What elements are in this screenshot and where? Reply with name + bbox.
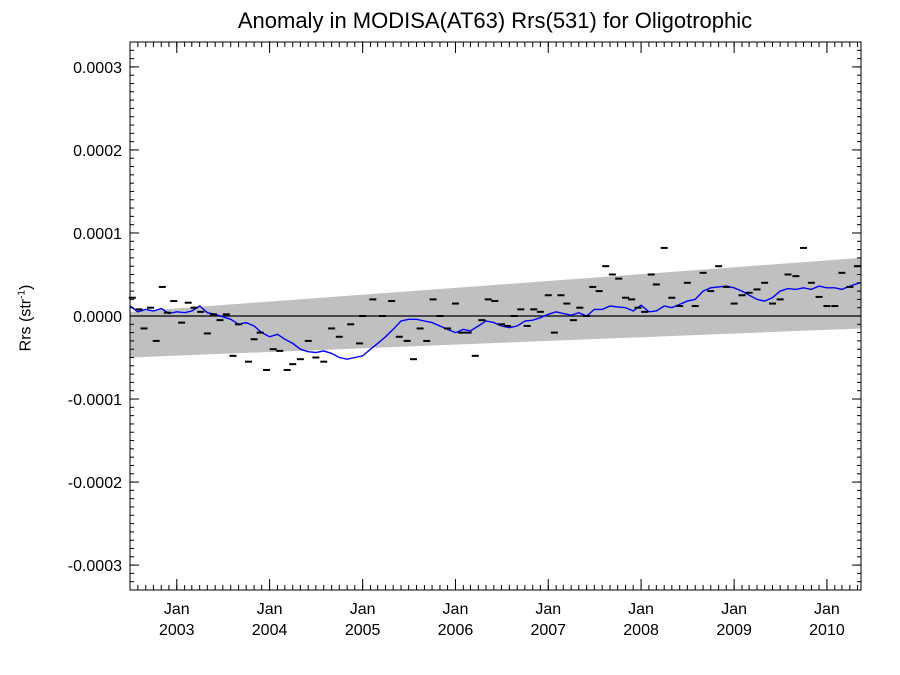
series-line-layer bbox=[129, 282, 860, 360]
x-tick-label-month: Jan bbox=[814, 601, 840, 618]
x-tick-label-year: 2005 bbox=[345, 622, 381, 639]
x-tick-label-year: 2003 bbox=[159, 622, 195, 639]
trend-band-layer bbox=[130, 257, 861, 358]
y-tick-label: 0.0003 bbox=[73, 60, 122, 77]
x-tick-label-year: 2004 bbox=[252, 622, 288, 639]
y-tick-label: 0.0001 bbox=[73, 226, 122, 243]
y-tick-label: 0.0000 bbox=[73, 309, 122, 326]
y-tick-label: -0.0003 bbox=[68, 558, 122, 575]
trend-band bbox=[130, 257, 861, 358]
x-tick-label-month: Jan bbox=[443, 601, 469, 618]
axis-layer bbox=[129, 41, 862, 591]
x-tick-label-year: 2008 bbox=[623, 622, 659, 639]
x-tick-label-year: 2007 bbox=[530, 622, 566, 639]
x-tick-label-month: Jan bbox=[535, 601, 561, 618]
x-tick-label-year: 2010 bbox=[809, 622, 845, 639]
y-tick-label: 0.0002 bbox=[73, 143, 122, 160]
x-tick-label-year: 2006 bbox=[438, 622, 474, 639]
x-tick-label-month: Jan bbox=[164, 601, 190, 618]
series-marker-layer bbox=[128, 246, 861, 371]
x-tick-label-year: 2009 bbox=[716, 622, 752, 639]
running-mean-line bbox=[129, 282, 860, 360]
x-tick-label-month: Jan bbox=[721, 601, 747, 618]
x-tick-label-month: Jan bbox=[257, 601, 283, 618]
x-tick-label-month: Jan bbox=[628, 601, 654, 618]
y-tick-label: -0.0001 bbox=[68, 392, 122, 409]
y-tick-label: -0.0002 bbox=[68, 475, 122, 492]
x-tick-label-month: Jan bbox=[350, 601, 376, 618]
chart-title: Anomaly in MODISA(AT63) Rrs(531) for Oli… bbox=[237, 8, 753, 33]
tick-label-layer: -0.0003 -0.0002 -0.0001 0.0000 0.0001 0.0002 0… bbox=[68, 60, 845, 639]
